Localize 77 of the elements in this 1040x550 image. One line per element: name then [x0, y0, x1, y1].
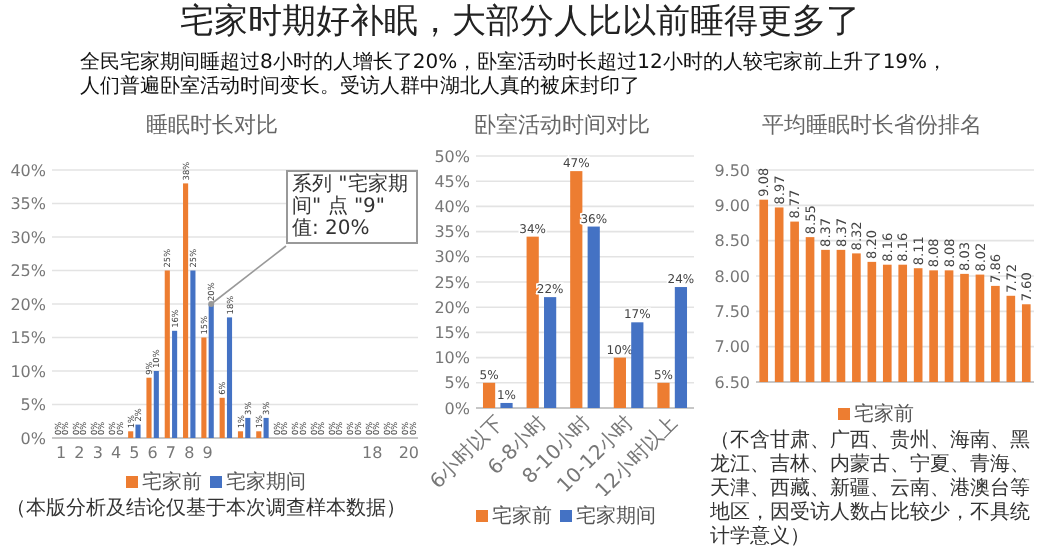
text: 宅家时期好补眠，大部分人比以前睡得更多了: [178, 0, 862, 44]
chart-title: 卧室活动时间对比: [472, 112, 652, 140]
y-tick-label: 8.50: [714, 232, 750, 251]
y-tick-label: 9.00: [714, 196, 750, 215]
bar: [190, 270, 196, 438]
y-tick-label: 15%: [10, 329, 47, 348]
y-tick-label: 30%: [434, 248, 471, 267]
bar: [526, 236, 539, 408]
bar: [226, 317, 233, 438]
y-tick-label: 35%: [434, 223, 471, 242]
y-tick-label: 0%: [20, 429, 47, 448]
x-tick-label: 6: [147, 444, 158, 462]
bar: [674, 287, 688, 408]
bar: [245, 417, 251, 438]
y-tick-label: 0%: [444, 399, 471, 418]
bar: [172, 330, 178, 438]
bar: [657, 382, 670, 408]
bar: [631, 322, 644, 408]
x-tick-label: 1: [56, 444, 67, 462]
bar: [146, 377, 152, 438]
y-tick-label: 20%: [434, 298, 471, 317]
y-tick-label: 5%: [444, 374, 471, 393]
bar: [500, 402, 513, 408]
legend-label: 宅家前: [490, 506, 552, 528]
bar: [153, 371, 159, 438]
y-tick-label: 6.50: [714, 373, 750, 392]
legend-label: 宅家前: [852, 404, 914, 426]
y-tick-label: 7.50: [714, 302, 750, 321]
bar: [135, 424, 141, 438]
y-tick-label: 40%: [434, 198, 471, 216]
bar: [164, 270, 170, 438]
legend-label: 宅家前: [140, 472, 202, 494]
bar: [201, 337, 207, 438]
y-tick-label: 20%: [10, 295, 47, 314]
y-tick-label: 40%: [10, 161, 47, 180]
bar: [482, 382, 496, 408]
bar: [256, 431, 262, 438]
bar: [544, 297, 557, 408]
legend-label: 宅家期间: [574, 506, 656, 528]
y-tick-label: 8.00: [714, 267, 750, 286]
text: 全民宅家期间睡超过8小时的人增长了20%，卧室活动时长超过12小时的人较宅家前上升了19%，人们普遍卧室活动时间变长。受访人群中湖北人真的被床封印了: [78, 49, 950, 100]
text: （本版分析及结论仅基于本次调查样本数据）: [4, 498, 408, 522]
annotation: 系列 "宅家期间" 点 "9" 值: 20%: [286, 170, 418, 244]
y-tick-label: 45%: [434, 172, 471, 191]
y-tick-label: 50%: [434, 147, 471, 166]
y-tick-label: 10%: [10, 362, 47, 381]
x-tick-label: 20: [398, 444, 420, 462]
bar: [613, 357, 626, 408]
x-tick-label: 18: [362, 444, 383, 462]
x-tick-label: 4: [110, 444, 122, 462]
bar: [587, 226, 600, 408]
y-tick-label: 25%: [10, 262, 47, 281]
bar: [128, 431, 134, 438]
bar: [208, 304, 214, 438]
y-tick-label: 35%: [10, 195, 47, 214]
y-tick-label: 25%: [434, 273, 471, 292]
x-tick-label: 8: [184, 444, 195, 462]
legend-label: 宅家期间: [224, 472, 306, 494]
x-tick-label: 5: [129, 444, 140, 462]
x-tick-label: 7: [165, 444, 177, 462]
x-tick-label: 3: [92, 444, 103, 462]
bar: [219, 397, 225, 438]
y-tick-label: 7.00: [714, 338, 750, 357]
y-tick-label: 10%: [434, 349, 471, 368]
x-tick-label: 9: [202, 444, 213, 462]
chart-title: 睡眠时长对比: [144, 112, 280, 140]
x-tick-label: 2: [74, 444, 85, 462]
y-tick-label: 9.50: [714, 161, 750, 180]
chart-title: 平均睡眠时长省份排名: [760, 112, 984, 140]
bar: [237, 431, 244, 438]
bar: [263, 417, 269, 438]
y-tick-label: 30%: [10, 228, 47, 247]
y-tick-label: 15%: [434, 324, 471, 342]
bar: [570, 171, 583, 408]
y-tick-label: 5%: [20, 396, 47, 415]
bar: [183, 183, 189, 438]
text: （不含甘肃、广西、贵州、海南、黑龙江、吉林、内蒙古、宁夏、青海、天津、西藏、新疆、云南、港澳台等地区，因受访人数占比较少，不具统计学意义）: [708, 430, 1032, 550]
